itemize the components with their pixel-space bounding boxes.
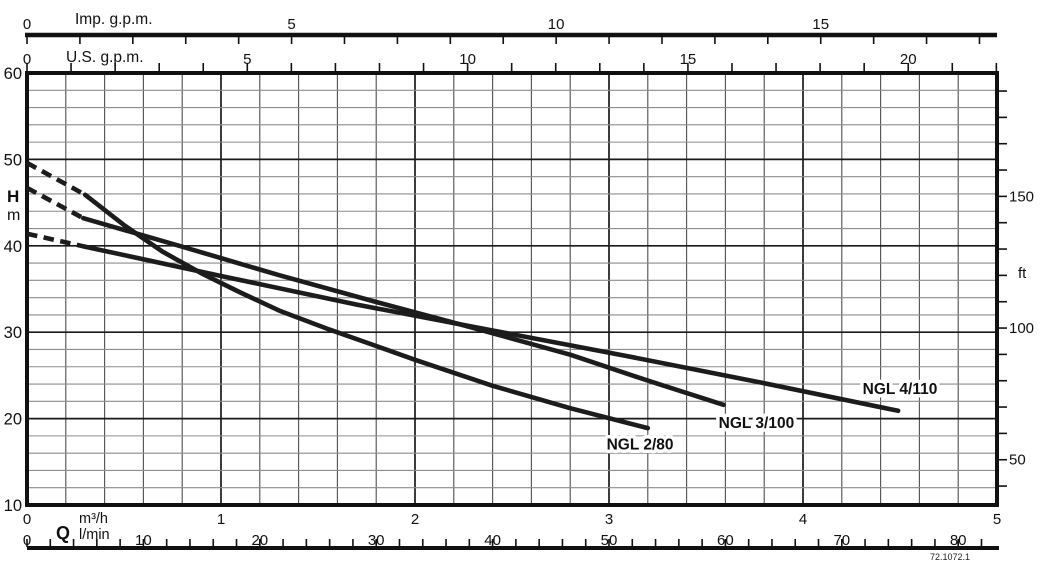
head-m-tick-label: 30 — [4, 324, 22, 342]
us-gpm-tick-label: 0 — [23, 51, 31, 68]
curves-layer — [25, 160, 901, 431]
head-m-tick-label: 20 — [4, 411, 22, 429]
curve-dashed-ngl-3-100 — [25, 185, 85, 221]
head-axis-unit-m: m — [7, 207, 20, 224]
lmin-tick-label: 50 — [601, 532, 618, 549]
us-gpm-tick-label: 5 — [243, 51, 251, 68]
series-label-ngl-4-110: NGL 4/110 — [863, 381, 938, 398]
us-gpm-axis-title: U.S. g.p.m. — [66, 49, 144, 66]
head-m-tick-label: 10 — [4, 497, 22, 515]
curve-dashed-ngl-4-110 — [26, 231, 86, 249]
us-gpm-tick-label: 20 — [900, 51, 917, 68]
imp-gpm-tick-label: 15 — [812, 16, 829, 33]
head-m-tick-label: 50 — [4, 151, 22, 169]
us-gpm-tick-label: 10 — [459, 51, 476, 68]
figure-code: 72.1072.1 — [930, 552, 970, 562]
curve-ngl-3-100 — [81, 215, 726, 408]
imp-gpm-tick-label: 5 — [287, 16, 295, 33]
plot-border — [25, 71, 999, 507]
lmin-tick-label: 80 — [950, 532, 967, 549]
imp-gpm-tick-label: 0 — [23, 16, 31, 33]
m3h-tick-label: 2 — [411, 511, 419, 528]
m3h-tick-label: 0 — [23, 511, 31, 528]
m3h-tick-label: 1 — [217, 511, 225, 528]
head-m-tick-label: 60 — [4, 65, 22, 83]
lmin-tick-label: 10 — [135, 532, 152, 549]
flow-axis-unit-lmin: l/min — [79, 527, 110, 543]
curve-ngl-2-80 — [82, 192, 651, 431]
lmin-tick-label: 0 — [23, 532, 31, 549]
flow-axis-unit-m3h: m³/h — [79, 511, 108, 527]
grid-layer — [26, 72, 998, 506]
curve-dashed-ngl-2-80 — [25, 160, 87, 197]
imp-gpm-axis-title: Imp. g.p.m. — [75, 11, 153, 28]
m3h-tick-label: 3 — [605, 511, 613, 528]
lmin-tick-label: 60 — [717, 532, 734, 549]
m3h-tick-label: 4 — [799, 511, 807, 528]
head-axis-symbol: H — [7, 187, 19, 206]
flow-axis-symbol: Q — [56, 523, 70, 543]
lmin-tick-label: 40 — [484, 532, 501, 549]
head-ft-tick-label: 50 — [1009, 452, 1026, 469]
head-ft-tick-label: 100 — [1009, 320, 1034, 337]
axes-layer — [25, 32, 1007, 550]
imp-gpm-tick-label: 10 — [548, 16, 565, 33]
m3h-tick-label: 5 — [993, 511, 1001, 528]
us-gpm-tick-label: 15 — [680, 51, 697, 68]
lmin-tick-label: 30 — [368, 532, 385, 549]
head-ft-tick-label: 150 — [1009, 188, 1034, 205]
series-label-ngl-2-80: NGL 2/80 — [607, 437, 674, 454]
head-m-tick-label: 40 — [4, 238, 22, 256]
curve-ngl-4-110 — [82, 244, 901, 414]
lmin-tick-label: 70 — [833, 532, 850, 549]
head-axis-unit-ft: ft — [1018, 265, 1027, 282]
lmin-tick-label: 20 — [251, 532, 268, 549]
series-label-ngl-3-100: NGL 3/100 — [719, 415, 795, 432]
